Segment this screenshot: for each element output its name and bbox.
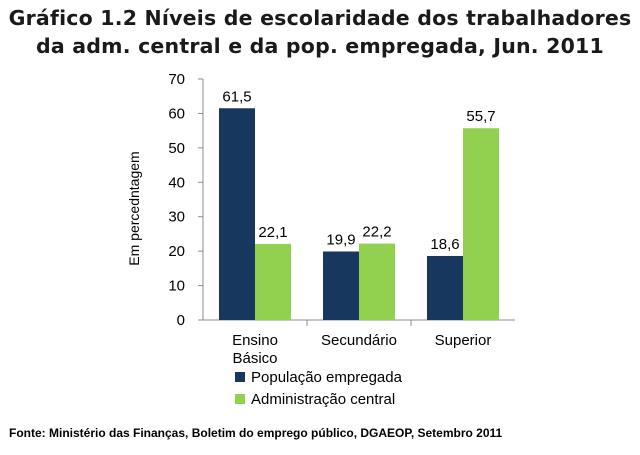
chart-title-line-1: Gráfico 1.2 Níveis de escolaridade dos t…: [8, 6, 632, 30]
data-label: 22,2: [362, 224, 391, 241]
legend-label: População empregada: [251, 369, 403, 386]
y-tick-label: 0: [177, 312, 185, 329]
y-axis-title: Em percedntagem: [126, 151, 142, 265]
y-tick-label: 20: [168, 243, 185, 260]
y-tick-label: 60: [168, 105, 185, 122]
x-category-label: Superior: [435, 332, 492, 349]
bar-administracao: [463, 128, 499, 320]
bar-administracao: [255, 243, 291, 320]
legend-label: Administração central: [251, 391, 395, 408]
data-label: 18,6: [430, 236, 459, 253]
y-tick-label: 70: [168, 71, 185, 88]
data-label: 61,5: [222, 88, 251, 105]
data-label: 19,9: [326, 231, 355, 248]
bar-populacao: [219, 108, 255, 320]
x-category-label: Ensino: [232, 332, 278, 349]
y-tick-label: 40: [168, 174, 185, 191]
legend-swatch-administracao: [235, 394, 245, 404]
source-note: Fonte: Ministério das Finanças, Boletim …: [9, 426, 503, 440]
bar-populacao: [323, 251, 359, 320]
x-category-label: Básico: [232, 350, 277, 367]
data-label: 55,7: [466, 108, 495, 125]
y-tick-label: 10: [168, 278, 185, 295]
chart-title-line-2: da adm. central e da pop. empregada, Jun…: [36, 34, 604, 58]
bar-chart: 0 10 20 30 40 50 60 70 Em percedntagem 61,5 22,1 En…: [126, 71, 515, 408]
x-category-label: Secundário: [321, 332, 397, 349]
bar-populacao: [427, 255, 463, 320]
y-tick-label: 30: [168, 209, 185, 226]
bar-administracao: [359, 243, 395, 320]
data-label: 22,1: [258, 224, 287, 241]
y-tick-label: 50: [168, 140, 185, 157]
legend-swatch-populacao: [235, 372, 245, 382]
